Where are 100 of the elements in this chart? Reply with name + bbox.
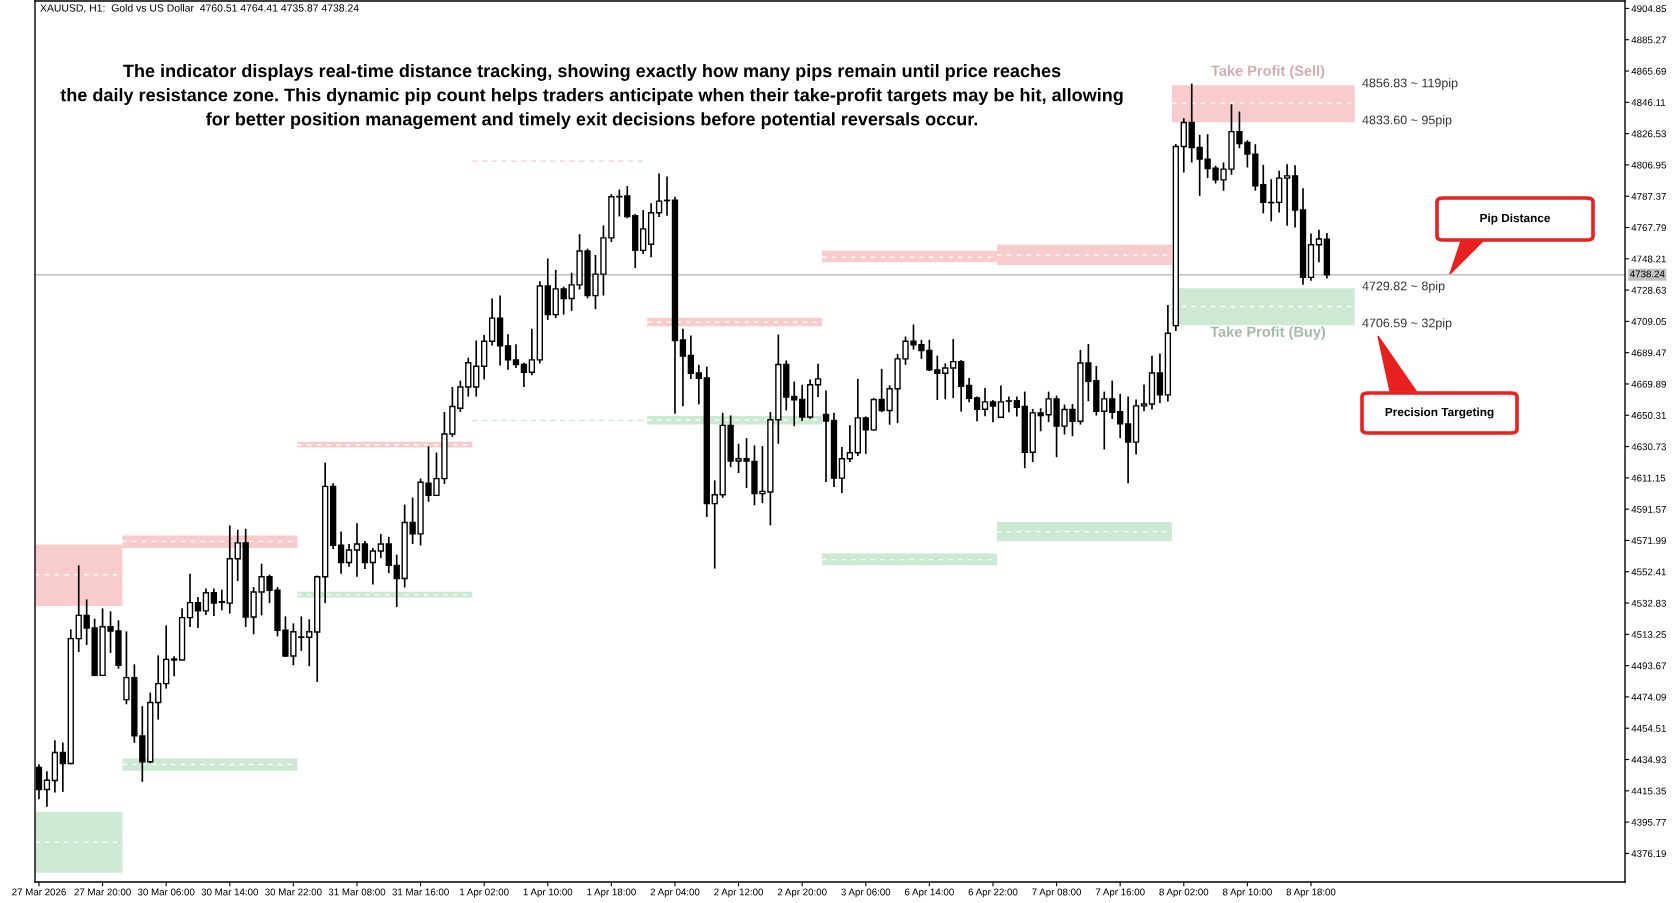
- candlestick: [155, 654, 162, 721]
- candlestick: [1124, 395, 1132, 485]
- x-tick-label: 31 Mar 16:00: [392, 888, 449, 896]
- candlestick: [186, 572, 194, 628]
- candlestick: [1283, 163, 1291, 227]
- candlestick: [679, 327, 687, 408]
- y-tick-label: 4728.63: [1631, 286, 1666, 294]
- y-tick-label: 4591.57: [1631, 505, 1666, 513]
- y-tick-label: 4806.95: [1631, 161, 1666, 169]
- candlestick: [337, 530, 345, 575]
- y-tick-label: 4630.73: [1631, 443, 1666, 451]
- candlestick: [1005, 395, 1013, 414]
- x-tick-label: 8 Apr 02:00: [1159, 888, 1209, 898]
- y-tick-label: 4650.31: [1631, 412, 1666, 419]
- candlestick: [59, 741, 66, 793]
- candlestick: [393, 553, 400, 608]
- y-tick-label: 4395.77: [1631, 818, 1666, 826]
- candlestick: [942, 362, 949, 401]
- candlestick: [1315, 228, 1323, 264]
- candlestick: [504, 333, 512, 371]
- annotation: The indicator displays real-time distance tracking, showing exactly how many pips remain until price reaches the daily resistance zone. This dynamic pip count helps traders anticipate when their take-profit targets may be hit, allowing for better position management and timely exit decisions before potential reversals occur.: [60, 64, 1123, 130]
- candlestick: [1101, 390, 1108, 451]
- candlestick: [1013, 395, 1020, 418]
- candlestick: [846, 424, 854, 463]
- x-tick-label: 1 Apr 02:00: [460, 888, 509, 898]
- y-tick-label: 4904.85: [1631, 5, 1666, 13]
- candlestick: [1180, 117, 1187, 174]
- candlestick: [799, 383, 806, 422]
- candlestick: [202, 587, 210, 616]
- y-tick-label: 4767.79: [1631, 224, 1666, 232]
- candlestick: [488, 297, 496, 347]
- y-tick-label: 4552.41: [1631, 568, 1666, 576]
- y-tick-label: 4826.53: [1631, 130, 1666, 138]
- annotation: Take Profit (Buy): [1210, 326, 1326, 340]
- y-tick-label: 4415.35: [1631, 787, 1666, 795]
- candlestick: [1260, 163, 1267, 215]
- y-tick-label: 4513.25: [1631, 631, 1666, 638]
- x-tick-label: 1 Apr 18:00: [587, 888, 636, 898]
- candlestick: [1140, 383, 1148, 413]
- candlestick: [973, 395, 981, 423]
- ref-line-label: 4738.24: [1629, 270, 1665, 278]
- candlestick: [385, 535, 392, 575]
- candlestick: [989, 399, 997, 423]
- candlestick: [353, 522, 361, 578]
- x-tick-label: 7 Apr 16:00: [1095, 888, 1145, 898]
- annotation: Precision Targeting: [1385, 407, 1494, 419]
- x-tick-label: 8 Apr 10:00: [1222, 888, 1272, 898]
- x-tick-label: 27 Mar 20:00: [74, 888, 131, 896]
- candlestick: [695, 363, 702, 406]
- candlestick: [520, 361, 528, 388]
- candlestick: [170, 655, 178, 678]
- candlestick: [1156, 352, 1164, 404]
- x-tick-label: 30 Mar 14:00: [201, 888, 259, 896]
- candlestick: [624, 185, 631, 220]
- candlestick: [361, 540, 369, 570]
- y-tick-label: 4885.27: [1631, 36, 1666, 44]
- annotation: 4833.60 ~ 95pip: [1362, 115, 1452, 127]
- annotation: 4706.59 ~ 32pip: [1362, 318, 1452, 330]
- y-tick-label: 4846.11: [1631, 99, 1666, 106]
- x-tick-label: 2 Apr 04:00: [650, 888, 700, 898]
- candlestick: [473, 339, 480, 398]
- candlestick: [838, 446, 846, 494]
- x-tick-label: 31 Mar 08:00: [328, 888, 386, 896]
- x-tick-label: 6 Apr 14:00: [905, 888, 954, 898]
- candlestick: [528, 327, 536, 377]
- candlestick: [862, 415, 869, 455]
- candlestick: [965, 377, 973, 404]
- annotation: 4856.83 ~ 119pip: [1362, 78, 1458, 90]
- y-tick-label: 4474.09: [1631, 693, 1666, 701]
- candlestick: [711, 479, 718, 570]
- y-tick-label: 4689.47: [1631, 349, 1666, 357]
- candlestick: [687, 334, 695, 380]
- candlestick: [194, 596, 202, 629]
- x-tick-label: 8 Apr 18:00: [1286, 888, 1336, 898]
- candlestick: [43, 770, 51, 808]
- y-tick-label: 4532.83: [1631, 599, 1666, 607]
- candlestick: [950, 338, 957, 400]
- candlestick: [640, 209, 647, 255]
- x-tick-label: 2 Apr 12:00: [714, 888, 764, 898]
- y-tick-label: 4709.05: [1631, 318, 1666, 325]
- x-tick-label: 30 Mar 22:00: [265, 888, 322, 896]
- y-tick-label: 4376.19: [1631, 850, 1666, 858]
- y-tick-label: 4434.93: [1631, 756, 1666, 764]
- y-tick-label: 4865.69: [1631, 67, 1666, 75]
- x-tick-label: 2 Apr 20:00: [777, 888, 827, 898]
- x-tick-label: 3 Apr 06:00: [841, 888, 891, 898]
- y-tick-label: 4611.15: [1631, 474, 1666, 482]
- annotation: Take Profit (Sell): [1211, 65, 1325, 79]
- annotation: Pip Distance: [1480, 213, 1551, 225]
- x-tick-label: 30 Mar 06:00: [137, 888, 195, 896]
- x-tick-label: 27 Mar 2026: [12, 888, 66, 896]
- x-tick-label: 6 Apr 22:00: [968, 888, 1018, 898]
- candlestick: [369, 547, 377, 586]
- y-tick-label: 4571.99: [1631, 537, 1666, 545]
- y-tick-label: 4669.89: [1631, 380, 1666, 388]
- candlestick: [981, 387, 989, 418]
- candlestick: [814, 362, 822, 398]
- candlestick: [1109, 379, 1116, 420]
- candlestick: [512, 343, 520, 369]
- y-tick-label: 4748.21: [1631, 255, 1666, 263]
